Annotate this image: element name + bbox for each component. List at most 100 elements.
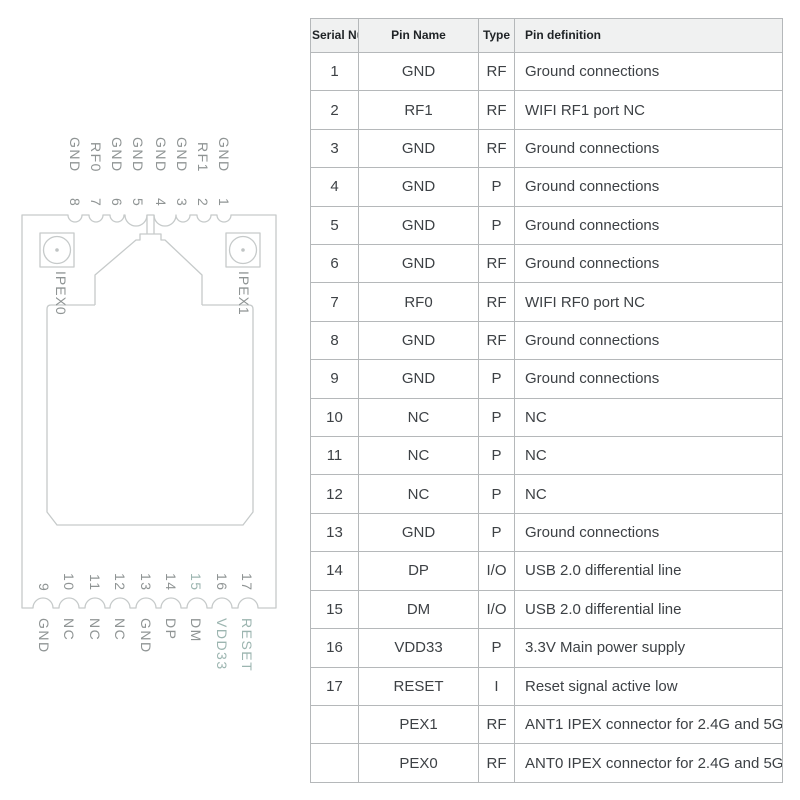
pin-type-cell: RF — [478, 704, 515, 745]
serial-cell: 10 — [310, 397, 359, 438]
pin-definition-cell: WIFI RF1 port NC — [514, 90, 783, 130]
serial-cell: 12 — [310, 474, 359, 514]
pin-type-cell: P — [478, 167, 515, 207]
top-pin-number: 6 — [109, 197, 125, 207]
pin-definition-cell: WIFI RF0 port NC — [514, 282, 783, 322]
top-pin-number: 2 — [195, 197, 211, 207]
table-row: PEX0 RF ANT0 IPEX connector for 2.4G and… — [310, 743, 783, 783]
pin-type-cell: I — [478, 666, 515, 706]
pin-name-cell: GND — [358, 205, 479, 246]
pin-definition-cell: 3.3V Main power supply — [514, 628, 783, 668]
serial-cell: 11 — [310, 436, 359, 476]
serial-cell: 17 — [310, 666, 359, 706]
pin-name-cell: GND — [358, 128, 479, 169]
pin-type-cell: P — [478, 628, 515, 668]
pin-definition-cell: USB 2.0 differential line — [514, 551, 783, 591]
pin-type-cell: I/O — [478, 589, 515, 630]
table-row: 12 NC P NC — [310, 474, 783, 514]
serial-cell: 4 — [310, 167, 359, 207]
pin-definition-cell: NC — [514, 474, 783, 514]
pin-type-cell: RF — [478, 282, 515, 322]
bottom-pin-name: DP — [163, 618, 179, 641]
table-row: 16 VDD33 P 3.3V Main power supply — [310, 628, 783, 668]
bottom-pin-number: 12 — [112, 573, 128, 592]
bottom-pin-name: NC — [61, 618, 77, 642]
bottom-pin-number: 10 — [61, 573, 77, 592]
pin-name-cell: RESET — [358, 666, 479, 706]
pin-name-cell: GND — [358, 51, 479, 92]
top-pin-name: GND — [174, 137, 190, 173]
serial-cell: 6 — [310, 244, 359, 284]
module-pinout-diagram: IPEX0 IPEX1 GND RF0 GND GND GND GND RF1 … — [0, 0, 300, 800]
pin-type-cell: P — [478, 205, 515, 246]
pin-definition-cell: Ground connections — [514, 51, 783, 92]
bottom-pin-name: NC — [112, 618, 128, 642]
bottom-pin-name: VDD33 — [214, 618, 230, 671]
pin-type-cell: RF — [478, 320, 515, 361]
pin-definition-cell: Ground connections — [514, 320, 783, 361]
serial-cell: 14 — [310, 551, 359, 591]
pin-definition-cell: Ground connections — [514, 512, 783, 553]
pin-definition-cell: NC — [514, 397, 783, 438]
top-pin-number: 4 — [153, 197, 169, 207]
top-pin-name: GND — [109, 137, 125, 173]
pin-definition-cell: Reset signal active low — [514, 666, 783, 706]
pin-type-cell: RF — [478, 743, 515, 783]
table-header-row: Serial Number Pin Name Type Pin definiti… — [310, 18, 783, 53]
table-row: 14 DP I/O USB 2.0 differential line — [310, 551, 783, 591]
serial-cell: 8 — [310, 320, 359, 361]
table-row: 3 GND RF Ground connections — [310, 128, 783, 169]
serial-cell: 3 — [310, 128, 359, 169]
pin-definition-header: Pin definition — [514, 18, 783, 53]
serial-cell: 5 — [310, 205, 359, 246]
top-pin-number: 3 — [174, 197, 190, 207]
pin-name-cell: NC — [358, 436, 479, 476]
bottom-pin-number: 14 — [163, 573, 179, 592]
pin-name-cell: GND — [358, 359, 479, 399]
pin-name-cell: GND — [358, 320, 479, 361]
pin-name-cell: DM — [358, 589, 479, 630]
bottom-pin-number: 11 — [87, 574, 103, 592]
ipex0-connector-icon — [39, 232, 75, 268]
bottom-pin-number: 16 — [214, 573, 230, 592]
pin-name-cell: VDD33 — [358, 628, 479, 668]
pin-name-cell: RF1 — [358, 90, 479, 130]
pin-type-cell: P — [478, 512, 515, 553]
bottom-pin-number: 13 — [138, 573, 154, 592]
serial-cell — [310, 704, 359, 745]
top-pin-name: GND — [130, 137, 146, 173]
bottom-pin-name: GND — [138, 618, 154, 654]
pin-definition-cell: NC — [514, 436, 783, 476]
bottom-pin-number: 15 — [188, 573, 204, 592]
top-pin-name: RF0 — [88, 142, 104, 173]
bottom-pin-number: 17 — [239, 573, 255, 592]
pin-type-cell: RF — [478, 90, 515, 130]
top-pin-number: 7 — [88, 197, 104, 207]
table-row: 5 GND P Ground connections — [310, 205, 783, 246]
top-pin-number: 1 — [216, 197, 232, 207]
serial-number-header: Serial Number — [310, 18, 359, 53]
pin-definition-cell: Ground connections — [514, 167, 783, 207]
serial-cell: 1 — [310, 51, 359, 92]
serial-cell: 15 — [310, 589, 359, 630]
serial-cell: 13 — [310, 512, 359, 553]
top-pin-number: 5 — [130, 197, 146, 207]
bottom-pin-name: GND — [36, 618, 52, 654]
pin-name-header: Pin Name — [358, 18, 479, 53]
top-pin-name: GND — [153, 137, 169, 173]
pin-type-cell: RF — [478, 244, 515, 284]
pin-type-cell: P — [478, 397, 515, 438]
bottom-pin-name: RESET — [239, 618, 255, 673]
serial-cell: 16 — [310, 628, 359, 668]
pin-name-cell: RF0 — [358, 282, 479, 322]
top-pin-name: RF1 — [195, 142, 211, 173]
table-row: 4 GND P Ground connections — [310, 167, 783, 207]
pin-definition-cell: USB 2.0 differential line — [514, 589, 783, 630]
top-pin-name: GND — [67, 137, 83, 173]
ipex1-connector-icon — [225, 232, 261, 268]
pin-type-cell: RF — [478, 51, 515, 92]
table-row: 13 GND P Ground connections — [310, 512, 783, 553]
pin-definition-cell: Ground connections — [514, 244, 783, 284]
pin-definition-cell: ANT1 IPEX connector for 2.4G and 5G — [514, 704, 783, 745]
pin-name-cell: GND — [358, 167, 479, 207]
